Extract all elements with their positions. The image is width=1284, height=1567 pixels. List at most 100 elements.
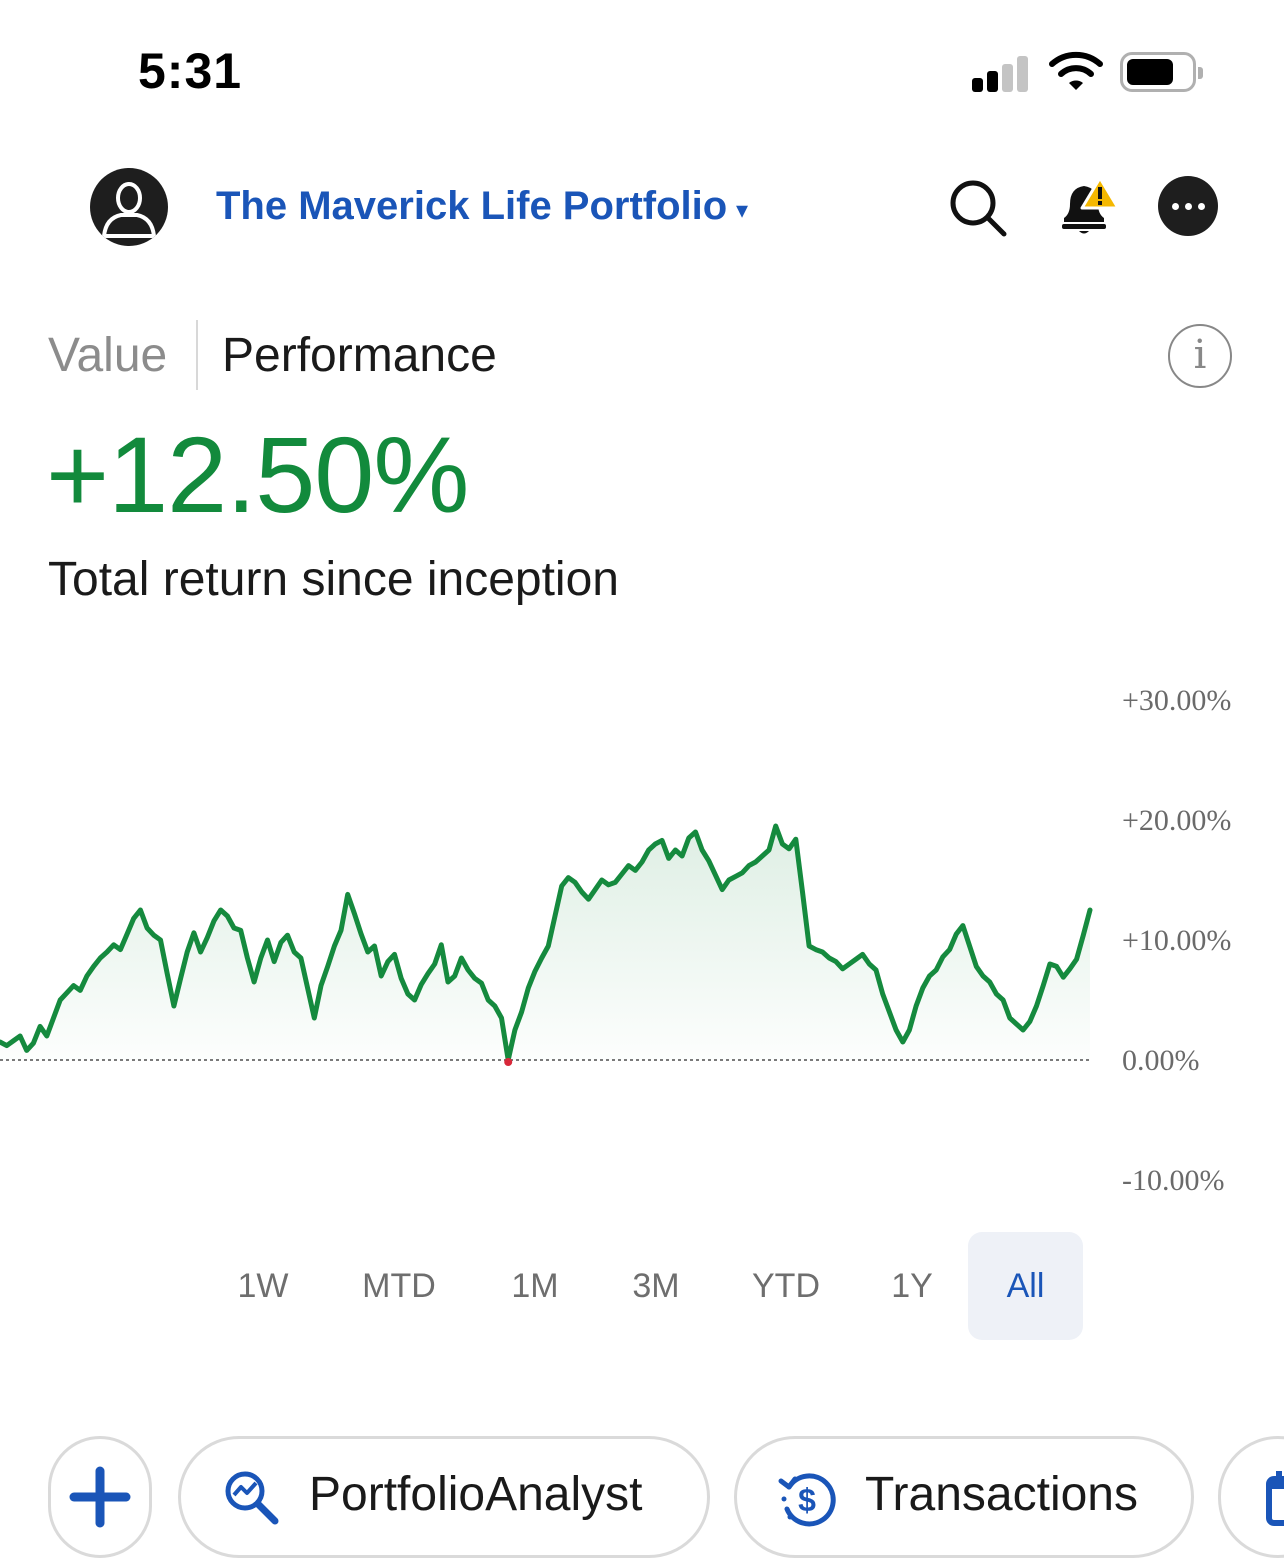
data-point [158,938,162,942]
data-point [132,916,136,920]
more-icon[interactable] [1158,176,1218,236]
data-point [500,1016,504,1020]
portfolio-analyst-button[interactable]: PortfolioAnalyst [178,1436,710,1558]
data-point [861,952,865,956]
user-icon [101,182,157,238]
data-point [513,1028,517,1032]
range-1y[interactable]: 1Y [891,1267,933,1305]
add-button[interactable] [48,1436,152,1558]
data-point [319,984,323,988]
data-point [526,986,530,990]
data-point [352,912,356,916]
data-point [473,976,477,980]
performance-chart[interactable]: +30.00% +20.00% +10.00% 0.00% -10.00% [0,660,1284,1220]
data-point [560,884,564,888]
tab-performance[interactable]: Performance [222,329,497,382]
data-point [660,838,664,842]
data-point [145,926,149,930]
data-point [693,830,697,834]
data-point [339,928,343,932]
data-point [459,956,463,960]
portfolio-selector[interactable]: The Maverick Life Portfolio [216,184,728,228]
data-point [286,933,290,937]
data-point [179,976,183,980]
data-point [586,897,590,901]
dollar-cycle-icon: $ [778,1473,836,1527]
range-1m[interactable]: 1M [511,1267,559,1305]
data-point [45,1034,49,1038]
data-point [734,874,738,878]
data-point [981,974,985,978]
data-point [780,842,784,846]
data-point [205,936,209,940]
y-tick-label: -10.00% [1122,1164,1224,1197]
data-point [593,888,597,892]
battery-icon [1120,52,1203,92]
data-point [265,938,269,942]
data-point [787,847,791,851]
avatar[interactable] [90,168,168,246]
range-3m[interactable]: 3M [632,1267,680,1305]
search-icon[interactable] [946,176,1010,240]
data-point [580,890,584,894]
data-point [399,976,403,980]
data-point [466,968,470,972]
transactions-button[interactable]: $ Transactions [734,1436,1194,1558]
tab-value[interactable]: Value [48,329,168,382]
range-mtd[interactable]: MTD [362,1267,436,1305]
range-ytd[interactable]: YTD [752,1267,820,1305]
data-point [346,892,350,896]
data-point [667,856,671,860]
data-point [767,848,771,852]
data-point [720,888,724,892]
data-point [446,980,450,984]
data-point [486,998,490,1002]
data-point [439,943,443,947]
data-point [386,960,390,964]
calendar-button[interactable] [1218,1436,1284,1558]
data-point [433,962,437,966]
data-point [1021,1028,1025,1032]
data-point [620,872,624,876]
data-point [546,944,550,948]
data-point [259,956,263,960]
chevron-down-icon[interactable]: ▾ [736,197,749,224]
data-point [393,952,397,956]
data-point [907,1028,911,1032]
data-point [894,1028,898,1032]
data-point [687,836,691,840]
data-point [453,974,457,978]
total-return-label: Total return since inception [48,553,619,606]
range-all[interactable]: All [968,1232,1083,1340]
data-point [653,842,657,846]
data-point [366,950,370,954]
y-tick-label: +30.00% [1122,684,1231,717]
data-point [279,940,283,944]
data-point [219,908,223,912]
data-point [1001,998,1005,1002]
y-tick-label: 0.00% [1122,1044,1200,1077]
data-point [941,955,945,959]
calendar-icon [1266,1471,1284,1526]
data-point [814,948,818,952]
data-point [51,1016,55,1020]
data-point [252,980,256,984]
data-point [299,956,303,960]
data-point [1075,957,1079,961]
data-point [928,974,932,978]
data-point [700,848,704,852]
data-point [11,1039,15,1043]
data-point [1041,984,1045,988]
data-point [520,1010,524,1014]
bell-alert-icon[interactable] [1054,174,1122,238]
data-point [25,1048,29,1052]
total-return-value: +12.50% [46,414,469,535]
data-point [968,944,972,948]
data-point [199,950,203,954]
data-point [1081,933,1085,937]
info-icon[interactable]: i [1168,324,1232,388]
data-point [640,860,644,864]
range-1w[interactable]: 1W [237,1267,289,1305]
data-point [413,998,417,1002]
data-point [212,919,216,923]
